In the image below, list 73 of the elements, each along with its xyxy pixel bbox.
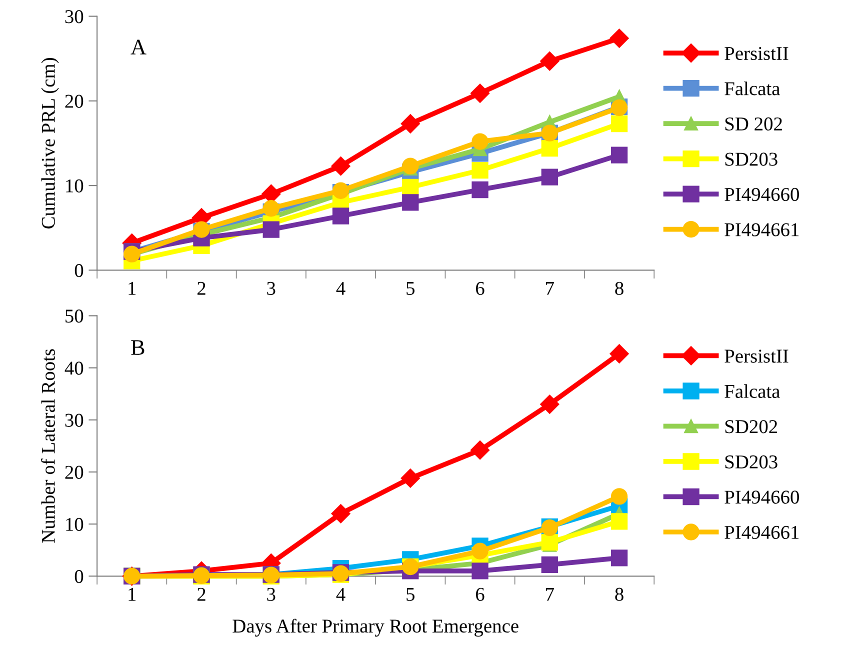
x-axis-title: Days After Primary Root Emergence xyxy=(232,618,518,637)
annotation: A xyxy=(130,40,146,54)
y-tick-label: 30 xyxy=(65,414,84,427)
legend-label: SD202 xyxy=(725,420,778,434)
x-tick-label: 3 xyxy=(267,588,276,601)
x-tick-label: 6 xyxy=(476,588,484,601)
x-tick-label: 1 xyxy=(128,282,136,295)
point xyxy=(472,562,488,580)
legend-label: PI494660 xyxy=(724,490,799,504)
point xyxy=(472,542,488,560)
x-tick-label: 7 xyxy=(546,588,554,601)
point xyxy=(610,28,629,48)
point xyxy=(332,208,350,224)
legend-label: SD 202 xyxy=(725,117,782,131)
y-tick-label: 50 xyxy=(66,310,84,323)
x-tick-label: 2 xyxy=(198,282,206,295)
point xyxy=(540,52,560,71)
x-tick-label: 2 xyxy=(198,588,206,601)
point xyxy=(541,168,558,186)
x-tick-label: 5 xyxy=(406,282,414,295)
y-tick-label: 10 xyxy=(66,179,84,192)
point xyxy=(472,181,488,198)
x-tick-label: 4 xyxy=(336,588,346,601)
y-tick-label: 30 xyxy=(65,10,84,24)
point xyxy=(541,556,558,574)
point xyxy=(331,156,350,176)
point xyxy=(610,115,628,132)
y-tick-label: 20 xyxy=(65,466,84,479)
point xyxy=(540,394,560,414)
legend-label: PersistII xyxy=(724,350,788,363)
point xyxy=(610,344,629,364)
legend-label: Falcata xyxy=(724,384,780,398)
y-axis-title: Number of Lateral Roots xyxy=(41,349,55,543)
legend-label: SD203 xyxy=(725,455,778,468)
y-tick-label: 0 xyxy=(74,570,84,584)
point xyxy=(610,550,628,566)
x-tick-label: 1 xyxy=(128,588,136,601)
point xyxy=(470,440,490,460)
point xyxy=(470,84,490,103)
point xyxy=(472,133,488,150)
x-tick-label: 7 xyxy=(546,282,554,295)
point xyxy=(610,146,628,164)
x-tick-label: 5 xyxy=(406,588,414,601)
point xyxy=(400,468,420,488)
legend-label: PersistII xyxy=(724,46,788,60)
x-tick-label: 3 xyxy=(267,282,276,295)
y-axis-title: Cumulative PRL (cm) xyxy=(41,58,59,228)
y-tick-label: 40 xyxy=(64,362,84,375)
point xyxy=(400,114,420,134)
y-tick-label: 10 xyxy=(66,518,84,531)
point xyxy=(610,513,628,530)
point xyxy=(472,162,488,179)
x-tick-label: 4 xyxy=(336,282,346,295)
point xyxy=(541,534,558,551)
legend-label: Falcata xyxy=(724,82,780,96)
point xyxy=(402,178,419,196)
legend-label: PI494661 xyxy=(724,223,799,236)
x-tick-label: 6 xyxy=(476,282,484,295)
y-tick-label: 0 xyxy=(74,264,84,278)
point xyxy=(541,140,558,157)
point xyxy=(331,504,350,524)
point xyxy=(402,158,419,174)
point xyxy=(262,200,280,217)
legend-label: PI494660 xyxy=(724,188,799,202)
x-tick-label: 8 xyxy=(615,588,624,601)
legend-label: PI494661 xyxy=(724,526,799,539)
y-tick-label: 20 xyxy=(65,94,84,108)
point xyxy=(402,194,419,211)
legend-label: SD203 xyxy=(725,152,778,166)
point xyxy=(610,488,628,505)
annotation: B xyxy=(131,340,144,355)
point xyxy=(262,221,280,238)
x-tick-label: 8 xyxy=(615,282,624,295)
